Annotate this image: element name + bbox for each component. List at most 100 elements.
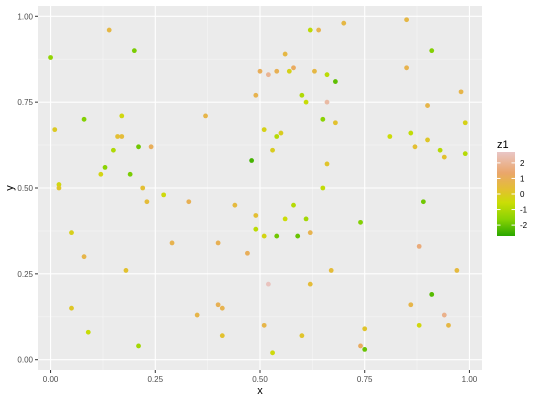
legend-tick-label: 1 bbox=[520, 174, 525, 183]
data-point bbox=[462, 120, 468, 126]
data-point bbox=[429, 292, 435, 297]
data-point bbox=[362, 326, 368, 332]
data-point bbox=[270, 350, 275, 356]
data-point bbox=[316, 27, 322, 33]
data-point bbox=[253, 92, 259, 98]
legend-title: z1 bbox=[497, 139, 509, 151]
data-point bbox=[303, 99, 309, 105]
x-tick-label: 0.75 bbox=[357, 375, 373, 384]
data-point bbox=[404, 17, 410, 23]
y-tick-label: 0.75 bbox=[17, 98, 33, 107]
data-point bbox=[425, 103, 430, 108]
data-point bbox=[299, 92, 305, 98]
data-point bbox=[106, 27, 112, 33]
data-point bbox=[140, 185, 146, 191]
data-point bbox=[358, 343, 363, 349]
x-axis-title: x bbox=[257, 385, 263, 397]
legend: z1 2 1 0 -1 -2 bbox=[497, 139, 528, 236]
data-point bbox=[358, 219, 363, 225]
data-point bbox=[186, 199, 192, 205]
data-point bbox=[429, 48, 435, 54]
data-point bbox=[295, 233, 301, 239]
data-point bbox=[56, 182, 62, 187]
data-point bbox=[261, 127, 267, 133]
data-point bbox=[425, 137, 430, 143]
data-point bbox=[324, 72, 330, 78]
data-point bbox=[341, 20, 347, 26]
data-point bbox=[446, 322, 451, 328]
data-point bbox=[265, 281, 271, 287]
data-point bbox=[274, 134, 280, 139]
data-point bbox=[286, 68, 292, 74]
y-tick-label: 0.25 bbox=[17, 270, 33, 279]
data-point bbox=[131, 48, 137, 54]
data-point bbox=[232, 202, 238, 208]
data-point bbox=[291, 202, 296, 208]
legend-tick-label: 2 bbox=[520, 159, 525, 168]
data-point bbox=[253, 213, 259, 218]
data-point bbox=[458, 89, 464, 95]
data-point bbox=[98, 171, 104, 177]
data-point bbox=[69, 305, 74, 311]
y-tick-label: 1.00 bbox=[17, 12, 33, 21]
data-point bbox=[119, 113, 125, 119]
data-point bbox=[110, 147, 116, 153]
data-point bbox=[362, 346, 368, 352]
data-point bbox=[291, 65, 296, 71]
data-point bbox=[320, 185, 326, 191]
data-point bbox=[307, 230, 313, 236]
data-point bbox=[194, 312, 200, 318]
data-point bbox=[123, 268, 129, 273]
data-point bbox=[332, 120, 338, 126]
data-point bbox=[81, 116, 87, 122]
data-point bbox=[81, 254, 87, 260]
data-point bbox=[219, 305, 225, 311]
data-point bbox=[454, 268, 460, 273]
data-point bbox=[387, 134, 393, 139]
data-point bbox=[462, 151, 468, 157]
data-point bbox=[148, 144, 154, 150]
data-point bbox=[261, 322, 267, 328]
data-point bbox=[332, 79, 338, 84]
data-point bbox=[261, 233, 267, 239]
data-point bbox=[320, 116, 326, 122]
data-point bbox=[245, 250, 250, 256]
data-point bbox=[249, 158, 255, 163]
legend-colorbar bbox=[497, 152, 515, 236]
data-point bbox=[270, 147, 275, 153]
data-point bbox=[324, 99, 330, 105]
y-axis-ticks: 0.00 0.25 0.50 0.75 1.00 bbox=[17, 12, 38, 365]
data-point bbox=[278, 130, 284, 136]
data-point bbox=[144, 199, 150, 205]
data-point bbox=[48, 55, 53, 60]
data-point bbox=[437, 147, 443, 153]
data-point bbox=[136, 343, 141, 349]
data-point bbox=[307, 27, 313, 33]
data-point bbox=[328, 268, 334, 273]
data-point bbox=[274, 68, 280, 74]
data-point bbox=[56, 185, 62, 191]
data-point bbox=[127, 171, 133, 177]
y-axis-title: y bbox=[4, 185, 16, 191]
grid-major bbox=[38, 6, 482, 370]
data-point bbox=[307, 281, 313, 287]
data-point bbox=[161, 192, 167, 198]
x-tick-label: 0.50 bbox=[252, 375, 268, 384]
data-point bbox=[282, 216, 288, 222]
data-point bbox=[253, 226, 259, 232]
data-point bbox=[299, 333, 305, 339]
data-point bbox=[404, 65, 410, 71]
x-tick-label: 0.25 bbox=[147, 375, 163, 384]
data-point bbox=[169, 240, 175, 246]
x-tick-label: 1.00 bbox=[462, 375, 478, 384]
data-point bbox=[203, 113, 208, 119]
data-point bbox=[215, 302, 221, 308]
data-point bbox=[274, 233, 280, 239]
data-point bbox=[52, 127, 58, 133]
data-point bbox=[408, 130, 414, 136]
data-point bbox=[102, 164, 108, 170]
data-point bbox=[324, 161, 330, 167]
data-points bbox=[48, 17, 468, 356]
legend-tick-label: -2 bbox=[520, 221, 528, 230]
data-point bbox=[136, 144, 141, 150]
